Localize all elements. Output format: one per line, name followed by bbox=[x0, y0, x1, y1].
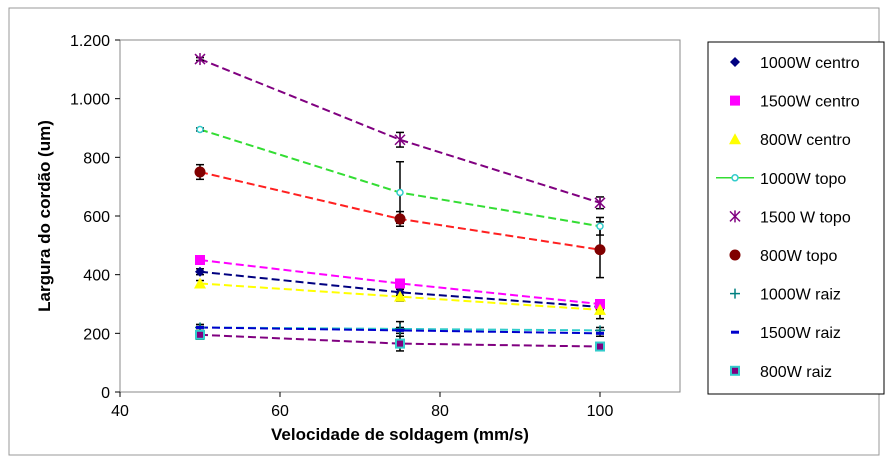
legend-marker bbox=[730, 57, 740, 67]
marker bbox=[395, 338, 405, 349]
marker bbox=[194, 277, 206, 289]
x-axis-title: Velocidade de soldagem (mm/s) bbox=[271, 425, 529, 444]
marker bbox=[195, 255, 205, 265]
trend-line bbox=[199, 270, 601, 308]
y-tick-label: 0 bbox=[101, 385, 110, 402]
y-tick-label: 600 bbox=[83, 209, 110, 226]
trend-line bbox=[199, 259, 601, 305]
trend-line bbox=[199, 58, 601, 204]
x-tick-label: 40 bbox=[111, 403, 129, 420]
legend-marker bbox=[729, 133, 741, 145]
marker bbox=[596, 222, 604, 231]
marker bbox=[194, 166, 206, 178]
marker bbox=[194, 53, 206, 66]
x-tick-label: 80 bbox=[431, 403, 449, 420]
y-tick-label: 1.000 bbox=[70, 92, 110, 109]
marker bbox=[594, 244, 606, 256]
trend-line bbox=[199, 333, 601, 348]
marker bbox=[594, 196, 606, 209]
trend-line bbox=[199, 282, 601, 311]
y-tick-label: 1.200 bbox=[70, 33, 110, 50]
y-axis-title: Largura do cordão (um) bbox=[35, 120, 54, 312]
marker bbox=[395, 278, 405, 289]
legend-label: 1000W raiz bbox=[760, 287, 841, 304]
legend-label: 1000W centro bbox=[760, 55, 860, 72]
legend-label: 800W centro bbox=[760, 132, 851, 149]
legend-label: 1500 W topo bbox=[760, 209, 851, 226]
legend-label: 1500W centro bbox=[760, 94, 860, 111]
y-tick-label: 200 bbox=[83, 326, 110, 343]
legend-label: 1000W topo bbox=[760, 171, 846, 188]
marker bbox=[195, 329, 205, 340]
legend-marker bbox=[729, 210, 741, 223]
legend-marker bbox=[731, 174, 739, 182]
trend-line bbox=[199, 326, 601, 335]
legend-label: 1500W raiz bbox=[760, 325, 841, 342]
y-tick-label: 800 bbox=[83, 150, 110, 167]
marker bbox=[394, 213, 406, 225]
marker bbox=[195, 266, 205, 277]
legend-label: 800W topo bbox=[760, 248, 837, 265]
x-tick-label: 60 bbox=[271, 403, 289, 420]
legend-marker bbox=[730, 288, 740, 299]
marker bbox=[594, 303, 606, 315]
y-tick-label: 400 bbox=[83, 268, 110, 285]
marker bbox=[394, 290, 406, 302]
legend-marker bbox=[730, 95, 740, 106]
marker bbox=[396, 188, 404, 197]
marker bbox=[394, 133, 406, 146]
legend-marker bbox=[729, 249, 741, 261]
legend-label: 800W raiz bbox=[760, 364, 832, 381]
marker bbox=[196, 125, 204, 134]
x-tick-label: 100 bbox=[587, 403, 614, 420]
legend-marker bbox=[730, 365, 740, 376]
marker bbox=[595, 341, 605, 352]
